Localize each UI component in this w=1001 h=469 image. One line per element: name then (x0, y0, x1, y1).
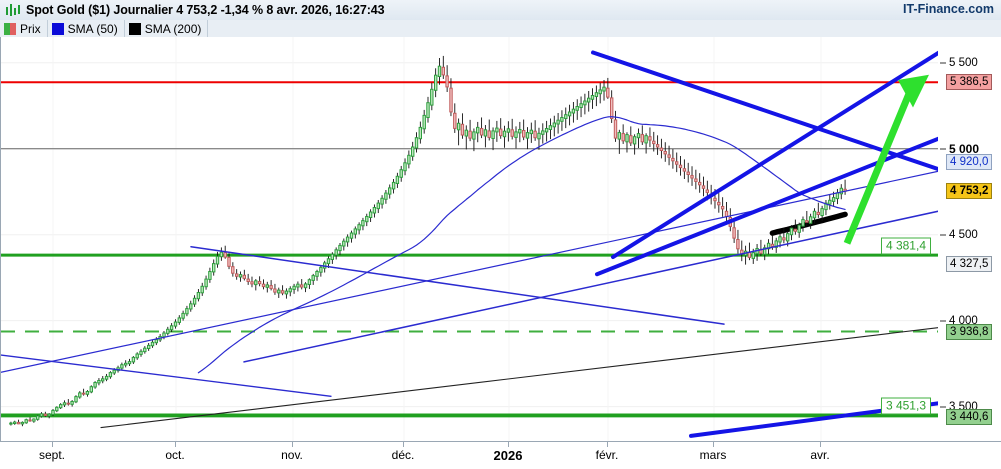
descending-resistance (591, 50, 939, 172)
y-axis-tick-label: 4 500 (949, 228, 978, 241)
window-titlebar: Spot Gold ($1) Journalier 4 753,2 -1,34 … (0, 0, 1001, 21)
y-axis-price-badge[interactable]: 4 327,5 (946, 256, 993, 273)
y-axis-price-badge[interactable]: 4 920,0 (946, 154, 993, 171)
y-axis-price-badge[interactable]: 3 936,8 (946, 323, 993, 340)
price-plot-area[interactable]: IT-Finance.com 4 381,43 451,3 (0, 37, 940, 441)
x-axis-label: sept. (38, 448, 66, 462)
y-axis-tick: 5 500 (940, 56, 978, 69)
x-axis-label: mars (699, 448, 727, 462)
legend-item-prix[interactable]: Prix (0, 20, 48, 37)
x-axis-label: févr. (595, 448, 619, 462)
bullish-arrow (843, 74, 929, 245)
sma50-line (197, 116, 846, 374)
y-axis-tick: 5 000 (940, 141, 980, 156)
y-axis-tick-label: 5 500 (949, 56, 978, 69)
legend-label-sma50: SMA (50) (67, 21, 118, 36)
y-axis-tick-label: 5 000 (949, 141, 980, 156)
legend-item-sma50[interactable]: SMA (50) (48, 20, 125, 37)
legend-item-sma200[interactable]: SMA (200) (125, 20, 209, 37)
x-axis-tick (403, 442, 404, 447)
price-bicolor-icon (4, 22, 16, 35)
x-axis-tick (175, 442, 176, 447)
candle-series (9, 55, 847, 427)
x-axis-label: 2026 (493, 448, 523, 463)
y-axis-price-badge[interactable]: 3 440,6 (946, 408, 993, 425)
page-title: Spot Gold ($1) Journalier 4 753,2 -1,34 … (26, 3, 385, 17)
x-axis-tick (52, 442, 53, 447)
inchart-price-label: 4 381,4 (880, 237, 931, 255)
thin-blue-desc (1, 354, 332, 397)
series-legend: Prix SMA (50) SMA (200) (0, 20, 1001, 38)
triangle-lower (243, 210, 939, 363)
blue-square-icon (51, 22, 64, 35)
triangle-upper (190, 245, 725, 325)
x-axis-label: nov. (281, 448, 303, 462)
x-axis-label: avr. (810, 448, 830, 462)
price-axis[interactable]: 5 500 5 000 4 500 4 000 3 500 5 386,5 4 920,0 4… (938, 37, 1001, 441)
x-axis-tick (820, 442, 821, 447)
x-axis-tick (508, 442, 509, 447)
inchart-price-label: 3 451,3 (880, 397, 931, 415)
candlestick-icon (4, 2, 24, 18)
y-axis-tick: 4 500 (940, 228, 978, 241)
legend-label-sma200: SMA (200) (144, 21, 202, 36)
time-axis[interactable]: sept. oct. nov. déc. 2026 févr. mars avr. (0, 441, 1001, 469)
x-axis-label: oct. (165, 448, 185, 462)
x-axis-tick (292, 442, 293, 447)
thin-black-trendline (100, 326, 939, 429)
sma200-line (769, 211, 848, 236)
thin-blue-asc (1, 170, 939, 373)
x-axis-label: déc. (391, 448, 415, 462)
chart-canvas (1, 37, 939, 441)
black-square-icon (128, 22, 141, 35)
brand-label: IT-Finance.com (903, 2, 994, 16)
x-axis-tick (607, 442, 608, 447)
y-axis-price-badge[interactable]: 4 753,2 (946, 183, 993, 200)
legend-label-prix: Prix (20, 21, 41, 36)
ascending-support (611, 50, 939, 260)
y-axis-price-badge[interactable]: 5 386,5 (946, 74, 993, 91)
x-axis-tick (713, 442, 714, 447)
